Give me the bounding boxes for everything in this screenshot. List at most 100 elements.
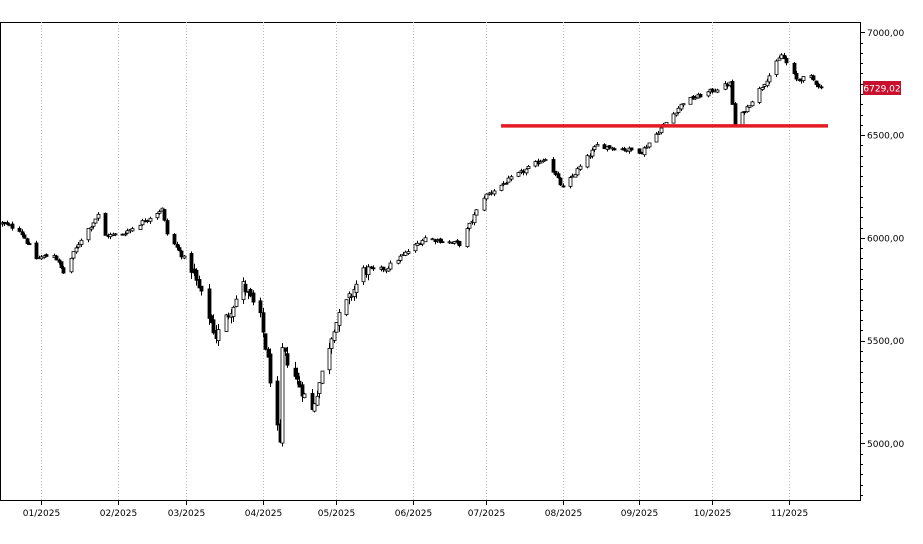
candle-down xyxy=(440,241,445,244)
x-tick-label: 05/2025 xyxy=(318,509,355,519)
candle-up xyxy=(482,197,487,211)
y-tick-label: 6000,00 xyxy=(867,234,904,244)
candle-up xyxy=(349,295,354,298)
candle-up xyxy=(767,75,772,83)
candle-down xyxy=(371,267,376,270)
candle-up xyxy=(231,306,236,317)
candle-up xyxy=(524,168,529,174)
candle-up xyxy=(642,147,647,156)
y-tick-label: 7000,00 xyxy=(867,29,904,39)
candle-up xyxy=(317,382,322,394)
candle-down xyxy=(194,269,199,281)
candle-up xyxy=(155,213,160,219)
candle-up xyxy=(590,149,595,157)
candle-down xyxy=(622,148,627,151)
candle-down xyxy=(207,288,212,319)
candle-up xyxy=(760,87,765,90)
candle-down xyxy=(742,111,747,114)
x-tick-label: 02/2025 xyxy=(100,509,137,519)
candle-down xyxy=(2,221,7,224)
candle-down xyxy=(5,222,10,225)
candle-down xyxy=(172,233,177,245)
candle-up xyxy=(595,144,600,147)
candle-up xyxy=(108,234,113,238)
candle-down xyxy=(561,185,566,188)
x-tick-label: 11/2025 xyxy=(771,509,808,519)
candle-up xyxy=(130,228,135,232)
candle-down xyxy=(637,148,642,154)
candle-up xyxy=(647,142,652,148)
candle-up xyxy=(688,96,693,105)
candle-up xyxy=(388,262,393,270)
candle-up xyxy=(543,159,548,161)
candle-up xyxy=(39,256,44,260)
candle-down xyxy=(22,234,27,239)
candle-up xyxy=(447,241,452,244)
candle-up xyxy=(656,132,661,135)
candle-up xyxy=(312,403,317,412)
candle-down xyxy=(162,209,167,221)
candle-up xyxy=(86,228,91,241)
candle-up xyxy=(320,370,325,384)
candle-up xyxy=(96,213,101,219)
candle-down xyxy=(794,73,799,80)
candle-up xyxy=(624,149,629,152)
candle-down xyxy=(103,212,108,236)
candle-down xyxy=(263,333,268,350)
candle-up xyxy=(337,312,342,326)
candle-up xyxy=(452,241,457,244)
candle-up xyxy=(361,267,366,283)
candle-down xyxy=(639,151,644,154)
candle-up xyxy=(592,146,597,150)
candle-up xyxy=(435,239,440,242)
candle-down xyxy=(283,347,288,352)
candle-up xyxy=(79,239,84,245)
candle-up xyxy=(501,183,506,186)
candle-up xyxy=(216,329,221,341)
candle-down xyxy=(710,88,715,93)
candle-down xyxy=(602,144,607,150)
candle-down xyxy=(17,228,22,232)
candle-up xyxy=(750,101,755,107)
candle-down xyxy=(243,283,248,293)
candle-down xyxy=(816,83,821,88)
candle-up xyxy=(413,243,418,252)
candle-down xyxy=(784,57,789,64)
candle-up xyxy=(681,103,686,106)
candle-down xyxy=(199,285,204,292)
candle-down xyxy=(251,292,256,303)
candle-down xyxy=(297,380,302,388)
y-axis: 5000,00 5500,00 6000,00 6500,00 7000,00 6729,… xyxy=(860,29,904,496)
candle-down xyxy=(725,84,730,87)
candle-up xyxy=(334,322,339,333)
candle-up xyxy=(693,97,698,100)
candle-up xyxy=(740,111,745,126)
x-tick-label: 06/2025 xyxy=(395,509,432,519)
candle-up xyxy=(516,172,521,177)
candle-up xyxy=(570,175,575,178)
x-tick-label: 09/2025 xyxy=(621,509,658,519)
candle-up xyxy=(91,222,96,227)
candle-up xyxy=(777,57,782,61)
candle-down xyxy=(59,261,64,269)
candle-up xyxy=(492,190,497,195)
candle-up xyxy=(7,224,12,227)
candle-up xyxy=(157,211,162,214)
y-tick-label: 6500,00 xyxy=(867,132,904,142)
candle-down xyxy=(34,242,39,260)
candle-down xyxy=(25,238,30,244)
candle-down xyxy=(258,300,263,314)
candle-up xyxy=(757,88,762,103)
x-axis: 01/2025 02/2025 03/2025 04/2025 05/2025 06/20… xyxy=(23,500,808,519)
candle-up xyxy=(585,155,590,168)
candle-up xyxy=(465,228,470,248)
candle-up xyxy=(484,193,489,200)
candle-up xyxy=(315,395,320,406)
candle-up xyxy=(280,347,285,444)
candle-up xyxy=(329,338,334,349)
candle-up xyxy=(398,255,403,261)
candle-up xyxy=(715,89,720,93)
candle-down xyxy=(285,353,290,366)
candle-up xyxy=(148,217,153,222)
candle-up xyxy=(472,214,477,224)
